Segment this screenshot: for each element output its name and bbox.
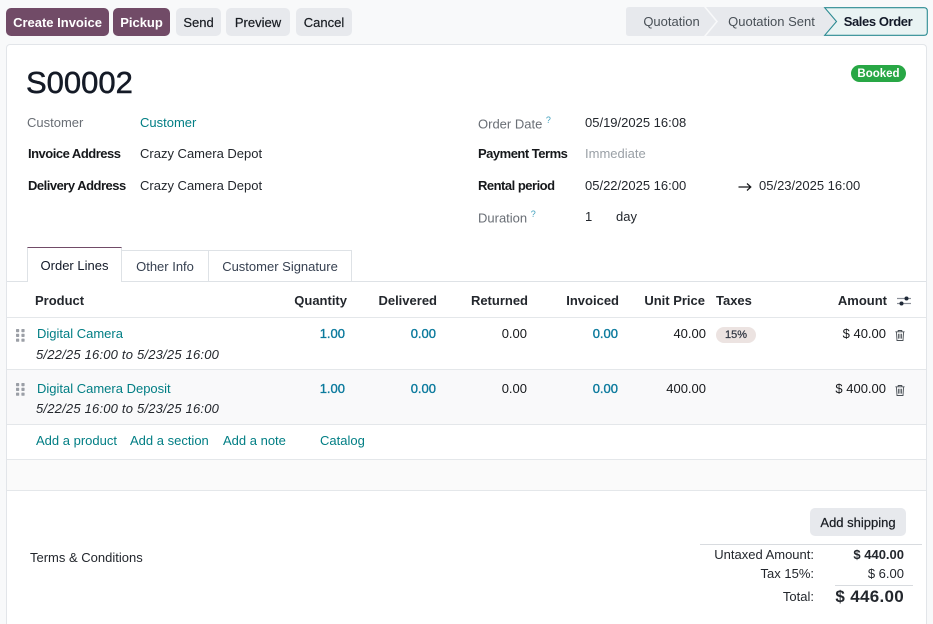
svg-text:Quotation: Quotation bbox=[643, 14, 699, 29]
svg-text:Sales Order: Sales Order bbox=[844, 14, 913, 29]
svg-text:Quotation Sent: Quotation Sent bbox=[728, 14, 815, 29]
